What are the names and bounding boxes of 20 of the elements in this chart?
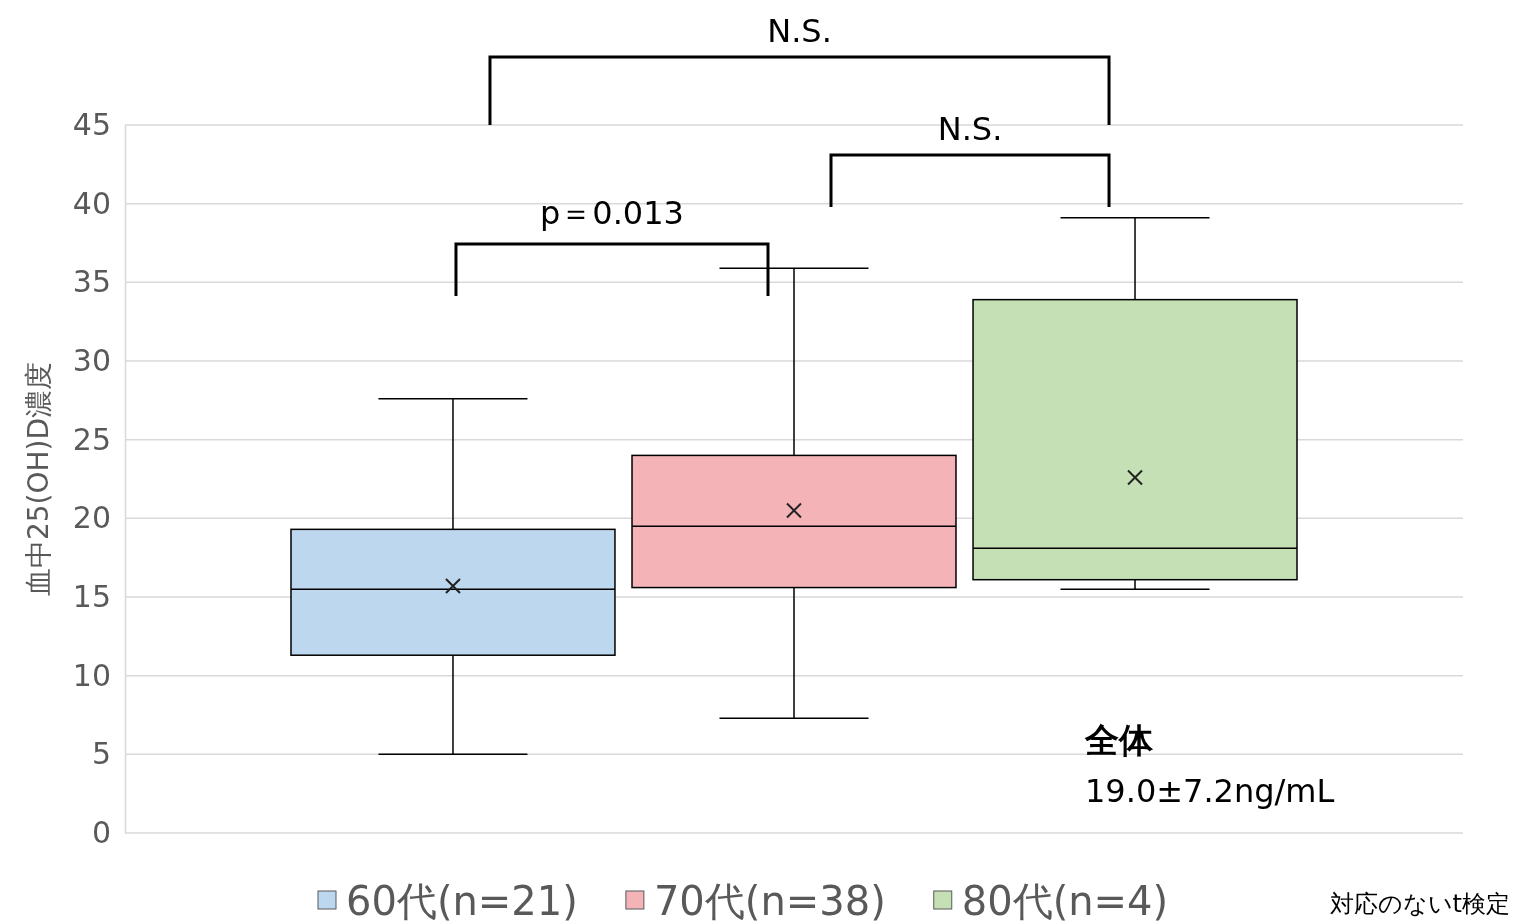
annotation: 全体: [1084, 720, 1154, 760]
annotation: 19.0±7.2ng/mL: [1085, 772, 1335, 810]
y-tick-label: 25: [72, 421, 111, 457]
legend-label: 70代(n=38): [653, 878, 886, 922]
y-tick-label: 40: [72, 185, 111, 221]
legend-label: 80代(n=4): [961, 878, 1169, 922]
y-tick-label: 10: [72, 657, 111, 693]
y-tick-label: 45: [72, 107, 111, 143]
text: 対応のないt検定: [1329, 890, 1510, 918]
y-tick-label: 5: [91, 736, 111, 772]
annotation: p＝0.013: [540, 194, 684, 232]
y-tick-label: 35: [72, 264, 111, 300]
y-axis-title: 血中25(OH)D濃度: [22, 361, 55, 597]
y-tick-label: 15: [72, 579, 111, 615]
y-tick-label: 30: [72, 343, 111, 379]
legend-label: 60代(n=21): [346, 878, 578, 922]
annotation: N.S.: [937, 110, 1003, 148]
y-tick-label: 20: [72, 500, 111, 536]
text: N.S.: [767, 12, 832, 50]
y-tick-label: 0: [91, 815, 111, 851]
